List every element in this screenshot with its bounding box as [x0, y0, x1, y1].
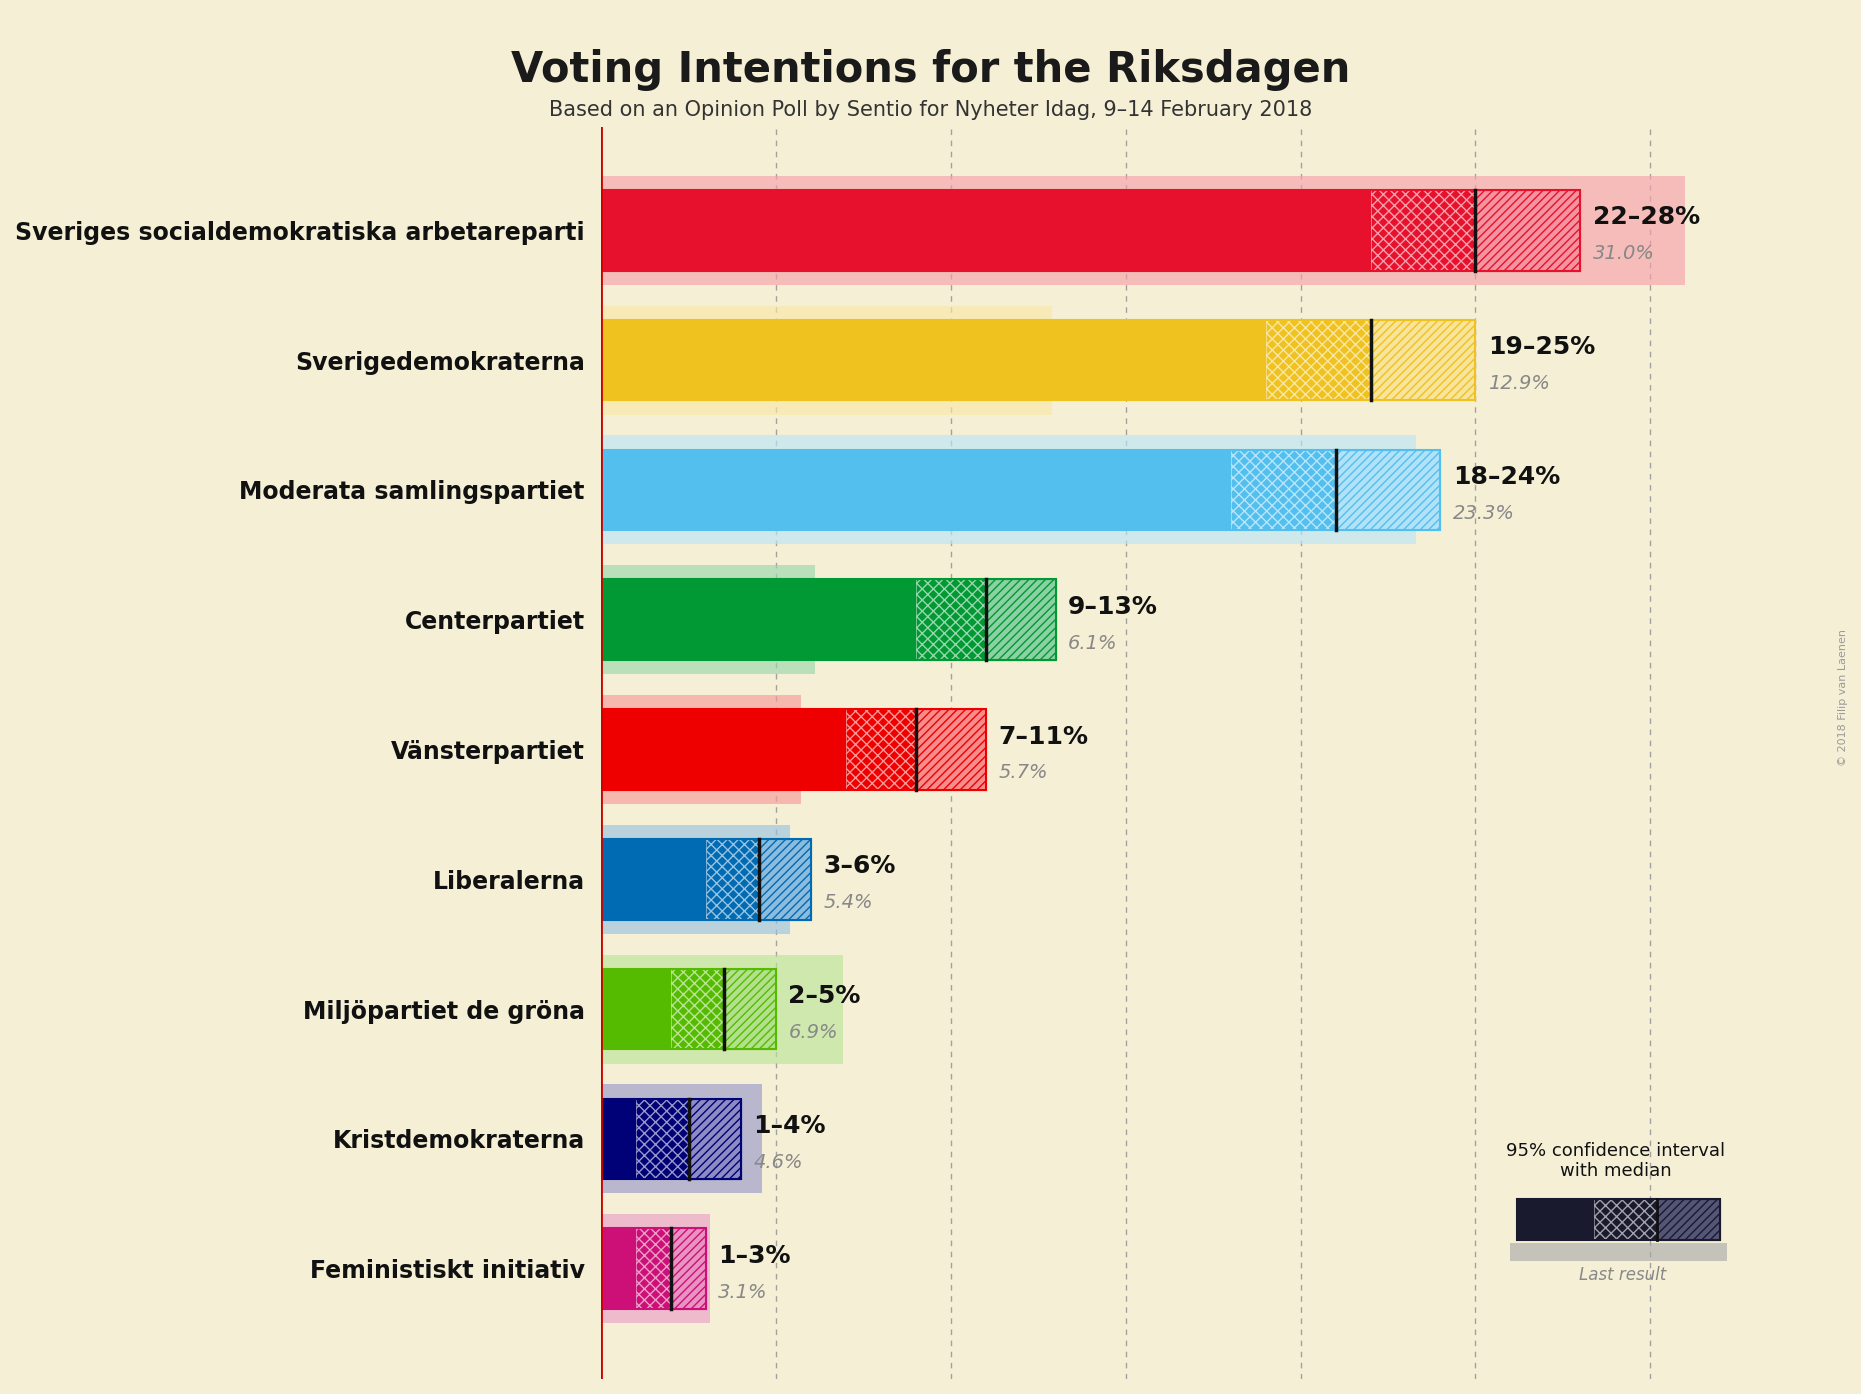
Bar: [986, 580, 1055, 659]
Text: 12.9%: 12.9%: [1487, 374, 1550, 393]
Text: © 2018 Filip van Laenen: © 2018 Filip van Laenen: [1839, 629, 1848, 765]
Text: 9–13%: 9–13%: [1068, 595, 1158, 619]
Bar: [1658, 1199, 1720, 1241]
Bar: [601, 450, 1230, 530]
Bar: [601, 955, 843, 1064]
Text: Last result: Last result: [1578, 1266, 1666, 1284]
Text: 4.6%: 4.6%: [754, 1153, 802, 1172]
Bar: [1370, 190, 1476, 270]
Bar: [1658, 1199, 1720, 1241]
Text: 5.4%: 5.4%: [823, 894, 873, 912]
Bar: [1336, 450, 1440, 530]
Bar: [1370, 190, 1476, 270]
Bar: [601, 1228, 705, 1309]
Bar: [601, 839, 811, 920]
Bar: [1595, 1199, 1658, 1241]
Bar: [601, 1098, 636, 1179]
Bar: [601, 319, 1476, 400]
Bar: [601, 1085, 763, 1193]
Bar: [601, 696, 800, 804]
Text: Based on an Opinion Poll by Sentio for Nyheter Idag, 9–14 February 2018: Based on an Opinion Poll by Sentio for N…: [549, 100, 1312, 120]
Bar: [916, 710, 986, 790]
Bar: [601, 450, 1440, 530]
Text: 31.0%: 31.0%: [1593, 244, 1654, 263]
Bar: [672, 1228, 705, 1309]
Bar: [601, 1214, 709, 1323]
Bar: [1511, 1242, 1727, 1262]
Bar: [1230, 450, 1336, 530]
Text: Voting Intentions for the Riksdagen: Voting Intentions for the Riksdagen: [510, 49, 1351, 91]
Bar: [636, 1098, 689, 1179]
Bar: [705, 839, 759, 920]
Text: 2–5%: 2–5%: [789, 984, 862, 1008]
Text: 3–6%: 3–6%: [823, 855, 895, 878]
Bar: [1476, 190, 1580, 270]
Text: 19–25%: 19–25%: [1487, 335, 1595, 360]
Text: 5.7%: 5.7%: [997, 764, 1048, 782]
Bar: [601, 969, 776, 1050]
Text: 22–28%: 22–28%: [1593, 205, 1699, 230]
Bar: [636, 1228, 672, 1309]
Bar: [601, 580, 916, 659]
Bar: [601, 190, 1580, 270]
Bar: [916, 580, 986, 659]
Bar: [1336, 450, 1440, 530]
Bar: [1265, 319, 1370, 400]
Bar: [601, 190, 1370, 270]
Bar: [601, 839, 705, 920]
Bar: [759, 839, 811, 920]
Bar: [689, 1098, 741, 1179]
Bar: [672, 1228, 705, 1309]
Bar: [1230, 450, 1336, 530]
Bar: [601, 825, 791, 934]
Bar: [1370, 319, 1476, 400]
Text: 1–3%: 1–3%: [718, 1243, 791, 1267]
Text: 6.1%: 6.1%: [1068, 634, 1118, 652]
Bar: [1517, 1199, 1595, 1241]
Bar: [672, 969, 724, 1050]
Bar: [601, 969, 672, 1050]
Text: 95% confidence interval
with median: 95% confidence interval with median: [1506, 1142, 1725, 1181]
Bar: [1265, 319, 1370, 400]
Bar: [672, 969, 724, 1050]
Bar: [601, 176, 1686, 284]
Bar: [636, 1228, 672, 1309]
Text: 3.1%: 3.1%: [718, 1282, 769, 1302]
Bar: [1370, 319, 1476, 400]
Bar: [916, 580, 986, 659]
Bar: [636, 1098, 689, 1179]
Bar: [601, 710, 986, 790]
Bar: [986, 580, 1055, 659]
Bar: [601, 305, 1051, 414]
Bar: [601, 710, 847, 790]
Bar: [847, 710, 916, 790]
Text: 6.9%: 6.9%: [789, 1023, 837, 1041]
Bar: [724, 969, 776, 1050]
Text: 18–24%: 18–24%: [1453, 466, 1560, 489]
Bar: [601, 580, 1055, 659]
Bar: [1517, 1199, 1720, 1241]
Bar: [601, 1098, 741, 1179]
Bar: [689, 1098, 741, 1179]
Bar: [601, 1228, 636, 1309]
Bar: [601, 565, 815, 675]
Bar: [724, 969, 776, 1050]
Bar: [759, 839, 811, 920]
Bar: [1476, 190, 1580, 270]
Bar: [1595, 1199, 1658, 1241]
Text: 7–11%: 7–11%: [997, 725, 1089, 749]
Bar: [847, 710, 916, 790]
Bar: [601, 319, 1265, 400]
Bar: [916, 710, 986, 790]
Bar: [705, 839, 759, 920]
Bar: [601, 435, 1416, 545]
Text: 23.3%: 23.3%: [1453, 503, 1515, 523]
Text: 1–4%: 1–4%: [754, 1114, 826, 1138]
